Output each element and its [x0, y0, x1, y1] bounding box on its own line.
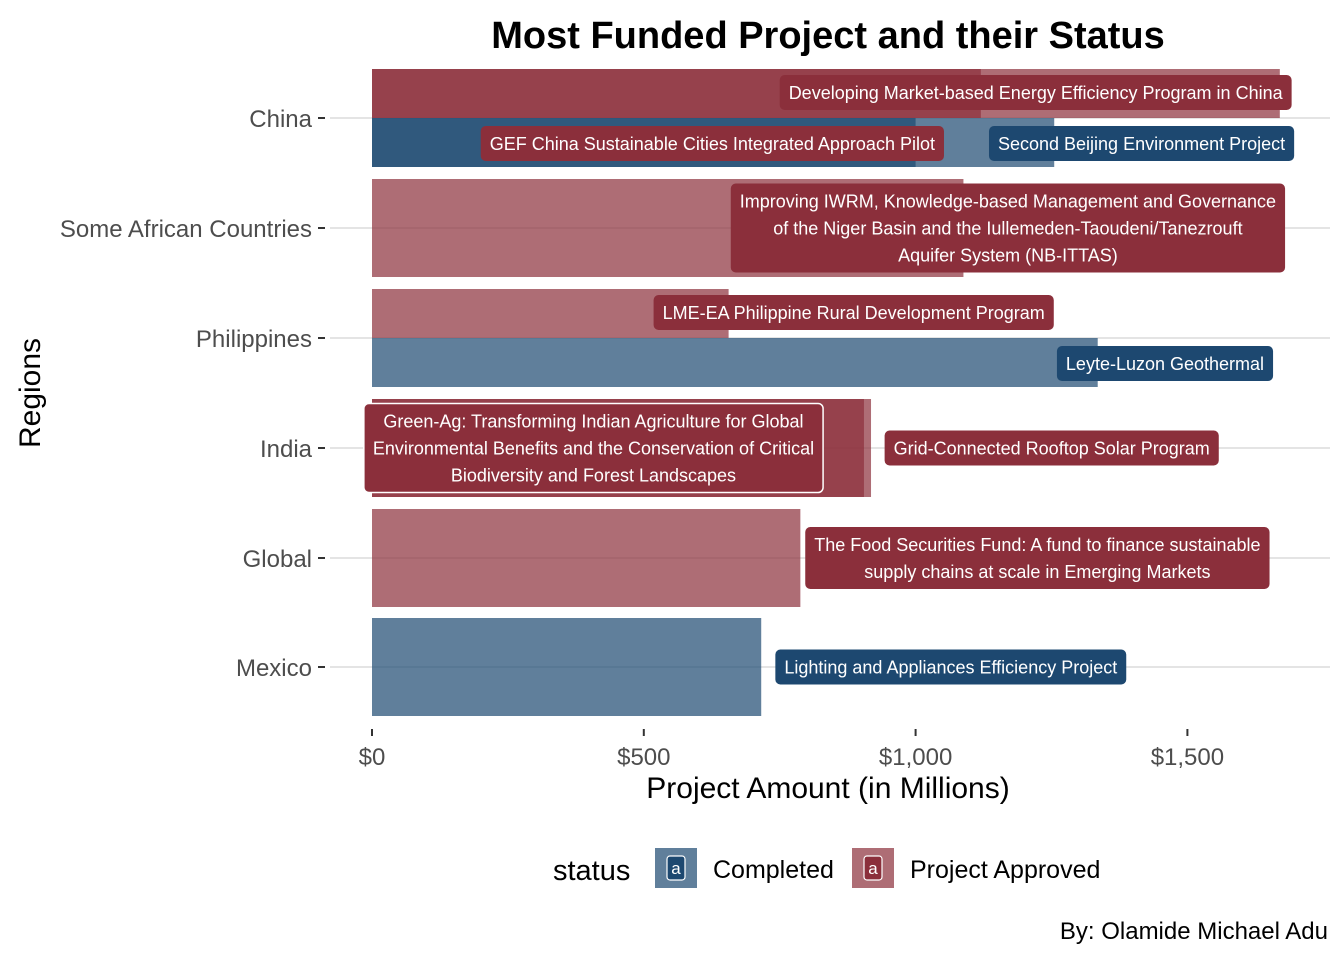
bar-label-box	[730, 183, 1286, 273]
chart-title: Most Funded Project and their Status	[491, 15, 1165, 57]
legend-key-label-box	[666, 855, 686, 881]
y-tick-label: India	[260, 436, 313, 463]
bar-label-group: Grid-Connected Rooftop Solar Program	[884, 430, 1219, 466]
bar-completed	[372, 618, 762, 716]
bar-label-box	[775, 649, 1127, 685]
bar-label-text: Grid-Connected Rooftop Solar Program	[894, 438, 1210, 458]
bar-label-group: The Food Securities Fund: A fund to fina…	[805, 527, 1270, 589]
bar-label-group: Green-Ag: Transforming Indian Agricultur…	[363, 402, 824, 494]
bar-label-text: Improving IWRM, Knowledge-based Manageme…	[740, 191, 1276, 211]
bar-label-text: of the Niger Basin and the Iullemeden-Ta…	[773, 218, 1242, 238]
bar-label-text: Green-Ag: Transforming Indian Agricultur…	[383, 411, 803, 431]
bar-label-text: Lighting and Appliances Efficiency Proje…	[784, 657, 1117, 677]
y-tick-label: Philippines	[196, 326, 312, 353]
bar-label-text: The Food Securities Fund: A fund to fina…	[814, 535, 1260, 555]
legend-label-approved: Project Approved	[910, 856, 1100, 884]
y-tick-label: Some African Countries	[60, 216, 312, 243]
legend: status a Completed a Project Approved	[553, 848, 1100, 888]
bar-label-group: Second Beijing Environment Project	[988, 125, 1295, 161]
y-axis: China Some African Countries Philippines In…	[60, 106, 325, 682]
bar-label-text: Biodiversity and Forest Landscapes	[451, 465, 736, 485]
caption: By: Olamide Michael Adu	[1060, 918, 1328, 945]
bar-label-text: Second Beijing Environment Project	[998, 134, 1285, 154]
bar-label-text: GEF China Sustainable Cities Integrated …	[490, 134, 935, 154]
x-axis-title: Project Amount (in Millions)	[646, 772, 1009, 805]
bar-label-text: Environmental Benefits and the Conservat…	[373, 438, 814, 458]
legend-key-letter: a	[868, 859, 878, 878]
legend-items: a Completed a Project Approved	[655, 848, 1100, 888]
bar-label-text: Developing Market-based Energy Efficienc…	[789, 83, 1284, 103]
y-tick-label: China	[249, 106, 312, 133]
bar-label-box	[653, 295, 1054, 331]
bar-label-group: Lighting and Appliances Efficiency Proje…	[775, 649, 1127, 685]
x-axis: $0 $500 $1,000 $1,500	[359, 729, 1224, 771]
bar-label-group: GEF China Sustainable Cities Integrated …	[480, 125, 944, 161]
bar-label-group: LME-EA Philippine Rural Development Prog…	[653, 295, 1054, 331]
x-tick-label: $0	[359, 744, 386, 771]
legend-label-completed: Completed	[713, 856, 834, 884]
y-tick-label: Mexico	[236, 655, 312, 682]
bar-label-text: supply chains at scale in Emerging Marke…	[864, 562, 1210, 582]
bar-completed	[372, 338, 1098, 387]
bar-label-box	[480, 125, 944, 161]
legend-title: status	[553, 855, 630, 887]
bar-label-text: Aquifer System (NB-ITTAS)	[898, 245, 1118, 265]
x-tick-label: $1,500	[1151, 744, 1224, 771]
bar-label-box	[363, 402, 824, 494]
bar-label-box	[988, 125, 1295, 161]
bar-label-group: Leyte-Luzon Geothermal	[1056, 345, 1274, 381]
legend-key-letter: a	[671, 859, 681, 878]
legend-key-label-box	[863, 855, 883, 881]
bar-label-text: LME-EA Philippine Rural Development Prog…	[663, 303, 1045, 323]
bar-label-text: Leyte-Luzon Geothermal	[1066, 354, 1264, 374]
bar-label-box	[884, 430, 1219, 466]
x-tick-label: $1,000	[879, 744, 952, 771]
bar-label-box	[1056, 345, 1274, 381]
bar-labels: Developing Market-based Energy Efficienc…	[363, 75, 1295, 685]
bar-approved	[372, 509, 801, 607]
y-tick-label: Global	[243, 546, 312, 573]
y-axis-title: Regions	[14, 338, 47, 448]
bars	[372, 69, 1280, 716]
bar-label-group: Developing Market-based Energy Efficienc…	[779, 75, 1292, 111]
bar-label-box	[805, 527, 1270, 589]
bar-label-box	[779, 75, 1292, 111]
bar-label-group: Improving IWRM, Knowledge-based Manageme…	[730, 183, 1286, 273]
x-tick-label: $500	[617, 744, 670, 771]
